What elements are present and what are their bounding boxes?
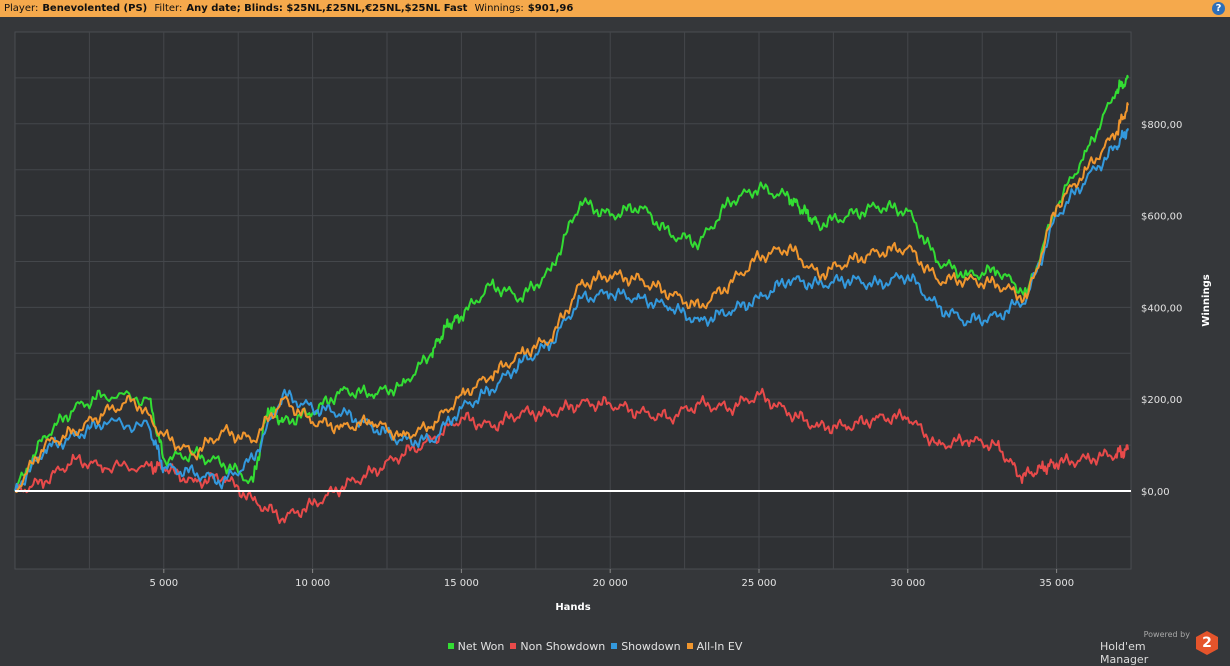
winnings-value: $901,96 — [527, 3, 574, 14]
y-tick-label: $400,00 — [1141, 303, 1182, 314]
x-axis-title: Hands — [555, 602, 590, 613]
player-value: Benevolented (PS) — [42, 3, 148, 14]
legend-swatch — [510, 643, 517, 649]
x-tick-label: 15 000 — [444, 578, 479, 589]
header-bar: Player: Benevolented (PS) Filter: Any date… — [0, 0, 1230, 17]
legend-item[interactable]: Non Showdown — [510, 640, 605, 653]
filter-label: Filter: — [154, 3, 183, 14]
y-axis: $0,00 $200,00 $400,00 $600,00 $800,00 — [1141, 120, 1182, 498]
legend-label: Showdown — [621, 640, 681, 653]
legend-item[interactable]: All-In EV — [686, 640, 743, 653]
x-tick-label: 35 000 — [1039, 578, 1074, 589]
x-tick-label: 30 000 — [890, 578, 925, 589]
series-line-net-won — [14, 74, 1129, 492]
powered-by-text: Powered by — [1143, 630, 1190, 639]
y-tick-label: $600,00 — [1141, 212, 1182, 223]
legend: Net Won Non Showdown Showdown All-In EV — [0, 640, 1190, 653]
x-tick-label: 10 000 — [295, 578, 330, 589]
player-label: Player: — [4, 3, 39, 14]
brand-name: Hold'em Manager — [1100, 640, 1149, 666]
legend-label: Net Won — [457, 640, 505, 653]
series-lines — [14, 74, 1131, 525]
series-line-all-in-ev — [14, 102, 1129, 493]
branding: Powered by Hold'em Manager 2 — [1100, 630, 1220, 666]
filter-value: Any date; Blinds: $25NL,£25NL,€25NL,$25N… — [186, 3, 468, 14]
winnings-chart: 5 000 10 000 15 000 20 000 25 000 30 000 35 00… — [14, 31, 1212, 613]
legend-item[interactable]: Showdown — [611, 640, 681, 653]
y-tick-label: $200,00 — [1141, 395, 1182, 406]
hm2-logo-icon: 2 — [1196, 631, 1218, 655]
y-axis-title: Winnings — [1201, 274, 1212, 326]
legend-label: Non Showdown — [520, 640, 606, 653]
x-tick-label: 25 000 — [742, 578, 777, 589]
series-line-showdown — [14, 128, 1129, 492]
legend-swatch — [686, 643, 693, 649]
help-icon[interactable]: ? — [1212, 2, 1225, 15]
series-line-non-showdown — [14, 387, 1129, 525]
y-tick-label: $0,00 — [1141, 487, 1170, 498]
legend-swatch — [447, 643, 454, 649]
legend-swatch — [611, 643, 618, 649]
winnings-label: Winnings: — [474, 3, 524, 14]
legend-item[interactable]: Net Won — [447, 640, 505, 653]
x-tick-label: 5 000 — [149, 578, 178, 589]
x-tick-label: 20 000 — [593, 578, 628, 589]
y-tick-label: $800,00 — [1141, 120, 1182, 131]
legend-label: All-In EV — [696, 640, 743, 653]
x-axis: 5 000 10 000 15 000 20 000 25 000 30 000 35 00… — [149, 569, 1074, 589]
